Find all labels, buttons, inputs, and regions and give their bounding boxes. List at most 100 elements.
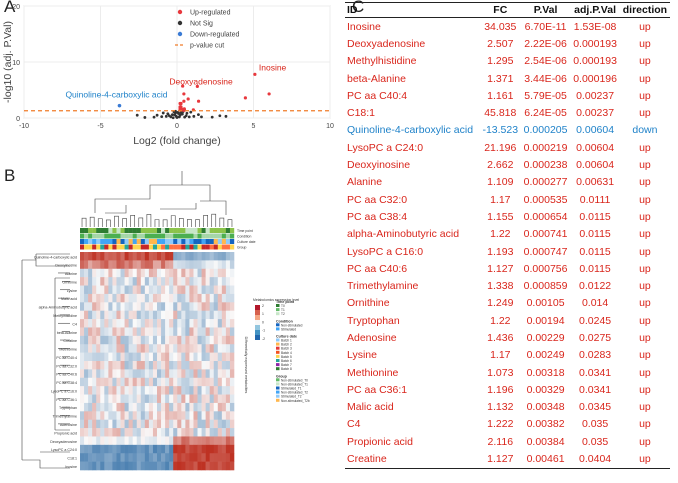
annotation-label: Group: [237, 246, 247, 250]
cell-adjpval: 0.00604: [576, 124, 615, 137]
heatmap-cell: [144, 369, 150, 379]
heatmap-cell: [193, 335, 198, 345]
x-tick-label: 10: [326, 123, 334, 130]
heatmap-cell: [88, 344, 93, 353]
table-row: Propionic acid 2.116 0.00384 0.035 up: [345, 433, 670, 450]
heatmap-cell: [84, 285, 89, 295]
heatmap-cell: [177, 444, 182, 454]
point-not-sig: [189, 110, 193, 114]
cell-fc: 1.371: [487, 72, 514, 85]
heatmap-cell: [201, 268, 206, 278]
heatmap-cell: [197, 402, 202, 412]
cell-pval: 0.000741: [523, 228, 568, 241]
heatmap-cell: [229, 344, 235, 353]
row-dendrogram: [21, 253, 70, 469]
heatmap-cell: [128, 277, 133, 286]
heatmap-cell: [157, 369, 162, 379]
heatmap-cell: [181, 369, 186, 379]
heatmap-cell: [104, 361, 109, 370]
heatmap-cell: [189, 369, 194, 379]
annotation-cell: [185, 244, 190, 250]
heatmap-cell: [221, 252, 227, 261]
heatmap-cell: [88, 386, 93, 395]
annotation-cell: [132, 233, 137, 239]
x-tick-label: 5: [252, 123, 256, 130]
heatmap-cell: [205, 444, 210, 454]
heatmap-cell: [185, 377, 190, 387]
legend-group-title: Condition: [276, 319, 293, 323]
heatmap-cell: [169, 444, 174, 454]
annotation-cell: [88, 233, 93, 239]
heatmap-cell: [148, 302, 154, 311]
heatmap-cell: [189, 327, 194, 337]
heatmap-cell: [96, 394, 101, 404]
heatmap-cell: [116, 327, 121, 337]
heatmap-cell: [136, 293, 142, 303]
annotation-cell: [193, 239, 198, 244]
heatmap-cell: [169, 461, 174, 471]
table-row: LysoPC a C16:0 1.193 0.000747 0.0115 up: [345, 243, 670, 260]
heatmap-cell: [140, 361, 146, 370]
heatmap-cell: [132, 411, 138, 420]
legend-swatch: [276, 323, 280, 327]
annotation-cell: [140, 239, 146, 244]
heatmap-cell: [92, 335, 97, 345]
heatmap-cell: [92, 386, 97, 395]
annotation-cell: [181, 239, 186, 244]
heatmap-cell: [217, 402, 223, 412]
heatmap-cell: [108, 461, 113, 471]
cell-fc: 1.132: [487, 401, 514, 414]
heatmap-cell: [136, 386, 142, 395]
cell-pval: 5.79E-05: [524, 89, 567, 102]
heatmap-cell: [80, 386, 85, 395]
cell-fc: 1.127: [479, 450, 521, 469]
heatmap-cell: [221, 260, 227, 270]
heatmap-cell: [100, 453, 105, 462]
annotation-cell: [112, 228, 117, 233]
heatmap-cell: [177, 285, 182, 295]
cell-direction: up: [639, 383, 651, 396]
heatmap-cell: [209, 285, 215, 295]
heatmap-cell: [201, 428, 206, 437]
heatmap-cell: [189, 436, 194, 446]
heatmap-cell: [217, 453, 223, 462]
annotation-cell: [229, 239, 235, 244]
heatmap-cell: [221, 344, 227, 353]
heatmap-cell: [201, 419, 206, 429]
heatmap-cell: [88, 352, 93, 362]
heatmap-cell: [197, 260, 202, 270]
heatmap-cell: [197, 394, 202, 404]
heatmap-cell: [197, 327, 202, 337]
heatmap-cell: [201, 260, 206, 270]
heatmap-cell: [152, 461, 158, 471]
heatmap-row-label: C18:1: [67, 457, 77, 461]
heatmap-cell: [181, 402, 186, 412]
heatmap-cell: [225, 335, 231, 345]
heatmap-cell: [189, 277, 194, 286]
side-label: Differentially expressed metabolites: [244, 337, 248, 394]
heatmap-cell: [96, 419, 101, 429]
cell-pval: 0.00318: [526, 366, 565, 379]
table-row: Methylhistidine 1.295 2.54E-06 0.000193 up: [345, 53, 670, 70]
heatmap-cell: [185, 369, 190, 379]
heatmap-cell: [165, 268, 170, 278]
heatmap-cell: [96, 252, 101, 261]
heatmap-cell: [80, 260, 85, 270]
heatmap-cell: [193, 352, 198, 362]
annotation-cell: [88, 244, 93, 250]
heatmap-cell: [88, 369, 93, 379]
heatmap-cell: [148, 293, 154, 303]
heatmap-cell: [205, 453, 210, 462]
heatmap-cell: [112, 444, 117, 454]
cell-adjpval: 0.0345: [579, 401, 612, 414]
heatmap-cell: [148, 436, 154, 446]
heatmap-cell: [104, 260, 109, 270]
heatmap-cell: [140, 327, 146, 337]
point-up-regulated: [196, 99, 201, 103]
heatmap-cell: [124, 352, 129, 362]
heatmap-cell: [108, 302, 113, 311]
cell-pval: 0.000535: [523, 193, 568, 206]
heatmap-cell: [193, 461, 198, 471]
x-axis-label: Log2 (fold change): [133, 135, 221, 147]
cell-id: C4: [347, 418, 361, 431]
